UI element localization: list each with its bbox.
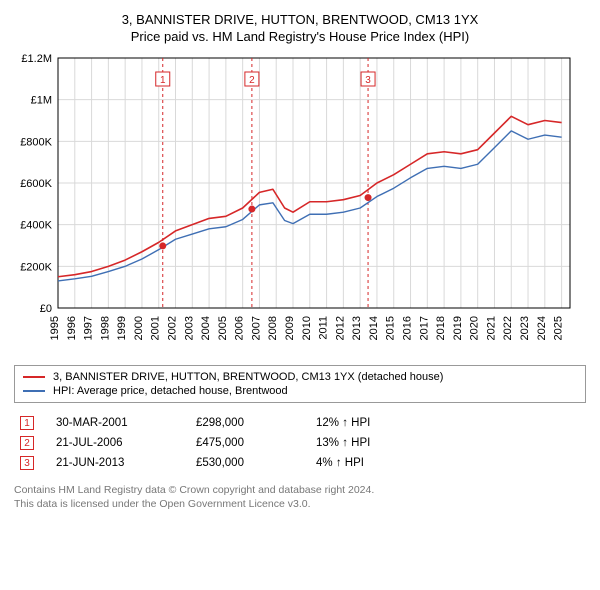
svg-text:2016: 2016 bbox=[402, 316, 414, 340]
footnote-line: This data is licensed under the Open Gov… bbox=[14, 497, 586, 511]
svg-text:2023: 2023 bbox=[519, 316, 531, 340]
legend-item: HPI: Average price, detached house, Bren… bbox=[23, 384, 577, 398]
event-row: 2 21-JUL-2006£475,00013% ↑ HPI bbox=[14, 433, 586, 453]
svg-text:£800K: £800K bbox=[20, 136, 52, 148]
event-table: 1 30-MAR-2001£298,00012% ↑ HPI 2 21-JUL-200… bbox=[14, 413, 586, 473]
legend-label: 3, BANNISTER DRIVE, HUTTON, BRENTWOOD, C… bbox=[53, 371, 443, 383]
event-row: 3 21-JUN-2013£530,0004% ↑ HPI bbox=[14, 453, 586, 473]
svg-text:2018: 2018 bbox=[435, 316, 447, 340]
legend-swatch bbox=[23, 390, 45, 392]
svg-text:2: 2 bbox=[249, 75, 255, 86]
svg-text:2005: 2005 bbox=[217, 316, 229, 340]
svg-text:2011: 2011 bbox=[318, 316, 330, 340]
event-price: £530,000 bbox=[196, 457, 316, 469]
page-title: 3, BANNISTER DRIVE, HUTTON, BRENTWOOD, C… bbox=[14, 12, 586, 27]
svg-text:2008: 2008 bbox=[267, 316, 279, 340]
event-hpi: 12% ↑ HPI bbox=[316, 417, 370, 429]
legend-item: 3, BANNISTER DRIVE, HUTTON, BRENTWOOD, C… bbox=[23, 370, 577, 384]
event-number-box: 2 bbox=[20, 436, 34, 450]
svg-text:2022: 2022 bbox=[502, 316, 514, 340]
svg-text:1996: 1996 bbox=[66, 316, 78, 340]
svg-text:£600K: £600K bbox=[20, 178, 52, 190]
svg-text:3: 3 bbox=[365, 75, 371, 86]
svg-text:2012: 2012 bbox=[334, 316, 346, 340]
event-hpi: 13% ↑ HPI bbox=[316, 437, 370, 449]
price-chart: £0 £200K £400K £600K £800K £1M £1.2M 1995 1996 19… bbox=[14, 52, 586, 357]
event-date: 30-MAR-2001 bbox=[56, 417, 196, 429]
svg-text:2025: 2025 bbox=[553, 316, 565, 340]
svg-text:2001: 2001 bbox=[150, 316, 162, 340]
svg-text:1998: 1998 bbox=[99, 316, 111, 340]
event-number-box: 1 bbox=[20, 416, 34, 430]
legend-label: HPI: Average price, detached house, Bren… bbox=[53, 385, 288, 397]
svg-text:2009: 2009 bbox=[284, 316, 296, 340]
event-hpi: 4% ↑ HPI bbox=[316, 457, 364, 469]
footnote: Contains HM Land Registry data © Crown c… bbox=[14, 483, 586, 511]
svg-text:£1.2M: £1.2M bbox=[21, 53, 52, 65]
svg-text:1995: 1995 bbox=[49, 316, 61, 340]
footnote-line: Contains HM Land Registry data © Crown c… bbox=[14, 483, 586, 497]
svg-text:2000: 2000 bbox=[133, 316, 145, 340]
event-date: 21-JUN-2013 bbox=[56, 457, 196, 469]
svg-text:2010: 2010 bbox=[301, 316, 313, 340]
svg-text:2020: 2020 bbox=[469, 316, 481, 340]
svg-text:2013: 2013 bbox=[351, 316, 363, 340]
svg-text:£1M: £1M bbox=[31, 95, 52, 107]
svg-text:1: 1 bbox=[160, 75, 166, 86]
svg-text:2007: 2007 bbox=[250, 316, 262, 340]
event-price: £475,000 bbox=[196, 437, 316, 449]
svg-text:1997: 1997 bbox=[83, 316, 95, 340]
svg-text:£400K: £400K bbox=[20, 220, 52, 232]
event-price: £298,000 bbox=[196, 417, 316, 429]
legend: 3, BANNISTER DRIVE, HUTTON, BRENTWOOD, C… bbox=[14, 365, 586, 403]
svg-text:1999: 1999 bbox=[116, 316, 128, 340]
page-subtitle: Price paid vs. HM Land Registry's House … bbox=[14, 29, 586, 44]
svg-text:£200K: £200K bbox=[20, 261, 52, 273]
svg-text:2019: 2019 bbox=[452, 316, 464, 340]
chart-svg: £0 £200K £400K £600K £800K £1M £1.2M 1995 1996 19… bbox=[14, 52, 574, 352]
event-date: 21-JUL-2006 bbox=[56, 437, 196, 449]
svg-text:2014: 2014 bbox=[368, 316, 380, 340]
svg-text:£0: £0 bbox=[40, 303, 52, 315]
svg-text:2003: 2003 bbox=[183, 316, 195, 340]
svg-text:2017: 2017 bbox=[418, 316, 430, 340]
svg-text:2021: 2021 bbox=[485, 316, 497, 340]
event-number-box: 3 bbox=[20, 456, 34, 470]
svg-text:2006: 2006 bbox=[234, 316, 246, 340]
event-row: 1 30-MAR-2001£298,00012% ↑ HPI bbox=[14, 413, 586, 433]
svg-text:2002: 2002 bbox=[167, 316, 179, 340]
legend-swatch bbox=[23, 376, 45, 378]
svg-text:2004: 2004 bbox=[200, 316, 212, 340]
svg-text:2015: 2015 bbox=[385, 316, 397, 340]
svg-text:2024: 2024 bbox=[536, 316, 548, 340]
